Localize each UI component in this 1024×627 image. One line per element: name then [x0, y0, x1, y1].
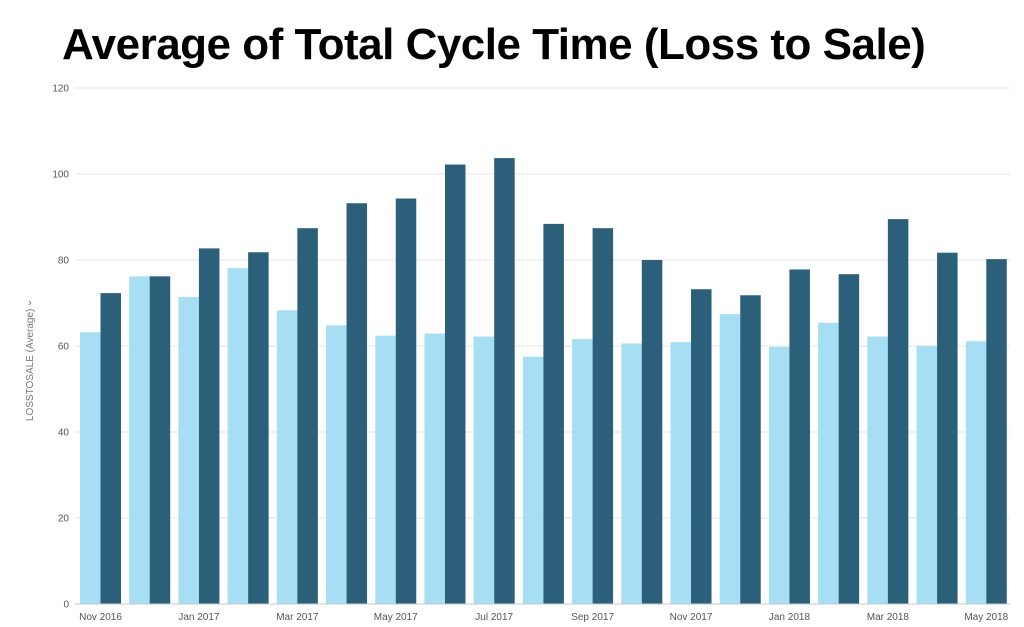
- bar-light-may-2017[interactable]: [375, 335, 396, 604]
- bar-light-jan-2017[interactable]: [178, 296, 199, 604]
- bar-dark-oct-2017[interactable]: [641, 260, 663, 604]
- bar-dark-dec-2016[interactable]: [149, 276, 171, 604]
- bar-dark-may-2017[interactable]: [395, 198, 417, 604]
- bar-light-mar-2017[interactable]: [276, 310, 298, 604]
- bar-light-apr-2017[interactable]: [326, 325, 347, 604]
- bar-dark-jan-2018[interactable]: [789, 269, 810, 604]
- bar-dark-jan-2017[interactable]: [198, 248, 220, 604]
- bar-light-mar-2018[interactable]: [867, 336, 888, 604]
- bar-light-feb-2018[interactable]: [818, 322, 839, 604]
- x-tick-label: May 2018: [964, 612, 1008, 623]
- x-tick-label: Nov 2016: [79, 612, 122, 623]
- bar-light-may-2018[interactable]: [965, 341, 987, 604]
- bar-dark-feb-2017[interactable]: [248, 252, 269, 604]
- bar-dark-mar-2018[interactable]: [887, 219, 909, 604]
- x-tick-label: Mar 2018: [867, 612, 910, 623]
- bar-dark-jul-2017[interactable]: [494, 158, 515, 604]
- bar-dark-feb-2018[interactable]: [838, 274, 860, 604]
- bar-light-nov-2017[interactable]: [670, 342, 692, 604]
- bar-light-oct-2017[interactable]: [621, 343, 642, 604]
- y-tick-label: 120: [52, 84, 69, 95]
- x-tick-label: Mar 2017: [276, 612, 319, 623]
- bar-dark-nov-2017[interactable]: [691, 289, 712, 604]
- bar-dark-apr-2017[interactable]: [346, 203, 368, 605]
- bar-dark-may-2018[interactable]: [986, 259, 1007, 604]
- x-tick-label: Jul 2017: [475, 612, 513, 623]
- bar-dark-apr-2018[interactable]: [937, 252, 958, 604]
- bar-light-dec-2016[interactable]: [129, 276, 150, 604]
- bar-dark-aug-2017[interactable]: [543, 223, 564, 604]
- y-tick-label: 0: [63, 600, 69, 611]
- bar-dark-sep-2017[interactable]: [592, 228, 614, 604]
- x-tick-label: May 2017: [374, 612, 418, 623]
- bar-light-dec-2017[interactable]: [719, 314, 741, 604]
- bar-light-feb-2017[interactable]: [227, 268, 249, 604]
- bar-dark-mar-2017[interactable]: [297, 228, 318, 604]
- bar-dark-nov-2016[interactable]: [100, 293, 122, 604]
- bar-dark-jun-2017[interactable]: [444, 164, 466, 605]
- x-tick-label: Nov 2017: [670, 612, 713, 623]
- bar-light-jan-2018[interactable]: [768, 346, 790, 604]
- x-tick-label: Jan 2018: [769, 612, 811, 623]
- bar-light-apr-2018[interactable]: [916, 346, 938, 604]
- bar-dark-dec-2017[interactable]: [740, 295, 761, 604]
- bar-light-jun-2017[interactable]: [424, 333, 445, 604]
- bar-light-aug-2017[interactable]: [522, 356, 544, 604]
- y-tick-label: 60: [58, 342, 70, 353]
- y-tick-label: 80: [58, 256, 70, 267]
- y-tick-label: 100: [52, 170, 69, 181]
- bar-light-nov-2016[interactable]: [80, 332, 101, 604]
- chart-title: Average of Total Cycle Time (Loss to Sal…: [62, 20, 926, 69]
- bar-light-sep-2017[interactable]: [572, 339, 593, 604]
- y-tick-label: 40: [58, 428, 70, 439]
- y-tick-label: 20: [58, 514, 70, 525]
- bar-light-jul-2017[interactable]: [473, 336, 495, 604]
- x-tick-label: Jan 2017: [178, 612, 220, 623]
- x-tick-label: Sep 2017: [571, 612, 614, 623]
